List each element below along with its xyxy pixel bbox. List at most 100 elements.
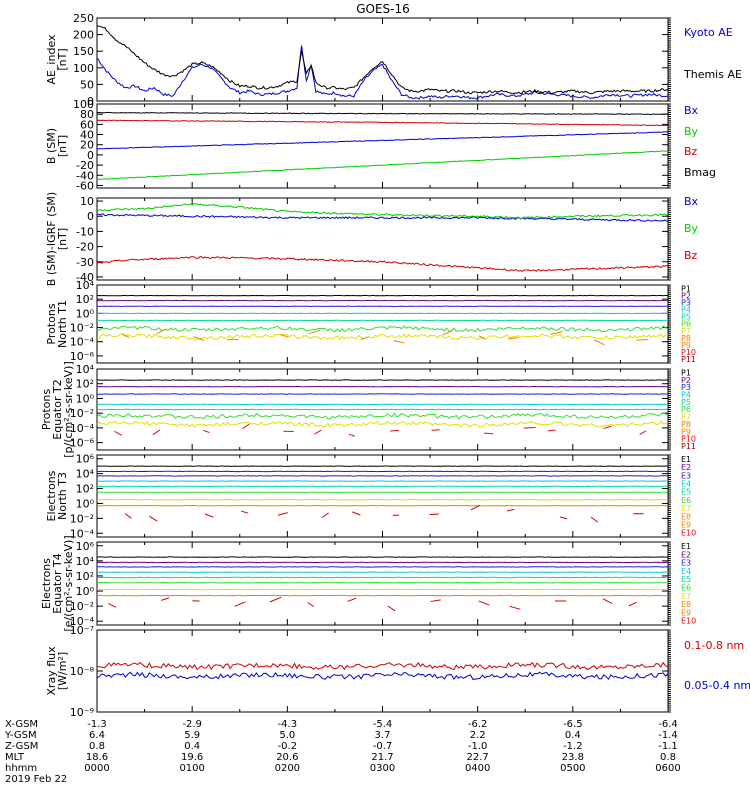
orbit-value: -1.4 [658, 730, 678, 741]
series-segment [108, 602, 117, 608]
series-line [96, 475, 669, 477]
y-tick-label: 10² [76, 293, 94, 306]
series-segment [636, 339, 649, 341]
panel-frame [96, 197, 669, 281]
orbit-row-label: Z-GSM [5, 741, 38, 752]
orbit-value: 0000 [84, 763, 109, 774]
orbit-row-label: X-GSM [5, 719, 38, 730]
series-segment [602, 598, 613, 604]
series-segment [387, 605, 396, 612]
series-segment [156, 328, 167, 335]
legend-entry: P7 [681, 413, 691, 422]
legend-entry: By [684, 222, 699, 235]
orbit-value: 18.6 [86, 752, 108, 763]
series-segment [204, 513, 214, 518]
series-segment [149, 515, 158, 522]
orbit-value: 22.7 [467, 752, 489, 763]
orbit-value: 0.8 [660, 752, 676, 763]
y-tick-label: 10⁶ [76, 453, 95, 466]
legend-entry: E4 [681, 567, 691, 576]
legend-entry: E3 [681, 559, 691, 568]
y-tick-label: 10⁻⁴ [70, 422, 95, 435]
series-segment [307, 602, 315, 607]
orbit-value: 0300 [370, 763, 395, 774]
y-axis-label: [p/(cm²-s-sr-keV)] [62, 361, 75, 458]
legend-entry: Bx [684, 104, 699, 117]
orbit-value: 19.6 [181, 752, 203, 763]
series-segment [430, 599, 441, 603]
y-tick-label: 10⁰ [76, 497, 95, 510]
y-tick-label: 10⁻⁴ [70, 336, 95, 349]
series-segment [603, 425, 612, 430]
orbit-value: -6.2 [468, 719, 488, 730]
panel-frame [96, 284, 669, 364]
legend-entry: By [684, 125, 699, 138]
y-tick-label: 50 [80, 78, 94, 91]
legend-entry: Bz [684, 249, 698, 262]
y-axis-label: [nT] [56, 48, 69, 70]
y-tick-label: 10⁻⁹ [70, 706, 94, 719]
legend-entry: E2 [681, 550, 691, 559]
series-line [96, 403, 669, 406]
orbit-value: 0400 [465, 763, 490, 774]
orbit-value: 0500 [560, 763, 585, 774]
y-tick-label: 10² [76, 570, 94, 583]
y-axis-label: [nT] [56, 228, 69, 250]
series-line [96, 25, 669, 95]
legend-entry: E6 [681, 496, 691, 505]
legend-entry: P1 [681, 284, 691, 293]
y-tick-label: 60 [80, 118, 94, 131]
y-tick-label: 0 [87, 95, 94, 108]
legend-entry: Themis AE [683, 68, 742, 81]
y-tick-label: 10⁰ [76, 307, 95, 320]
orbit-value: 6.4 [89, 730, 105, 741]
y-tick-label: 20 [80, 139, 94, 152]
y-tick-label: -10 [76, 225, 94, 238]
legend-entry: E9 [681, 608, 691, 617]
series-segment [321, 512, 330, 519]
series-segment [509, 605, 521, 610]
y-tick-label: -40 [76, 169, 94, 182]
series-segment [360, 336, 369, 340]
orbit-value: 20.6 [276, 752, 298, 763]
y-tick-label: 10⁻⁶ [70, 437, 95, 450]
legend-entry: E9 [681, 521, 691, 530]
y-tick-label: 250 [73, 12, 94, 25]
series-segment [152, 429, 161, 436]
series-segment [280, 333, 289, 338]
legend-entry: 0.1-0.8 nm [684, 639, 744, 652]
series-line [96, 131, 669, 150]
legend-entry: E2 [681, 463, 691, 472]
legend-entry: Bx [684, 195, 699, 208]
series-line [96, 111, 669, 115]
y-tick-label: 10² [76, 378, 94, 391]
y-tick-label: -20 [76, 241, 94, 254]
legend-entry: E8 [681, 600, 691, 609]
y-axis-label: Electrons [45, 470, 58, 521]
legend-entry: E1 [681, 455, 691, 464]
series-segment [431, 429, 440, 431]
legend-entry: Kyoto AE [684, 26, 733, 39]
y-tick-label: 0 [87, 210, 94, 223]
y-axis-label: North T3 [56, 472, 69, 520]
series-line [96, 393, 669, 395]
orbit-value: -5.4 [373, 719, 393, 730]
legend-entry: P10 [681, 348, 696, 357]
series-line [96, 256, 669, 273]
series-segment [559, 516, 568, 520]
orbit-value: 21.7 [371, 752, 393, 763]
legend-entry: P6 [681, 405, 691, 414]
legend-entry: E1 [681, 542, 691, 551]
y-tick-label: 10⁴ [76, 363, 95, 376]
legend-entry: E10 [681, 617, 696, 626]
legend-entry: E6 [681, 583, 691, 592]
orbit-value: 0.4 [184, 741, 200, 752]
legend-entry: E7 [681, 592, 691, 601]
y-tick-label: 200 [73, 29, 94, 42]
orbit-value: -0.2 [278, 741, 298, 752]
